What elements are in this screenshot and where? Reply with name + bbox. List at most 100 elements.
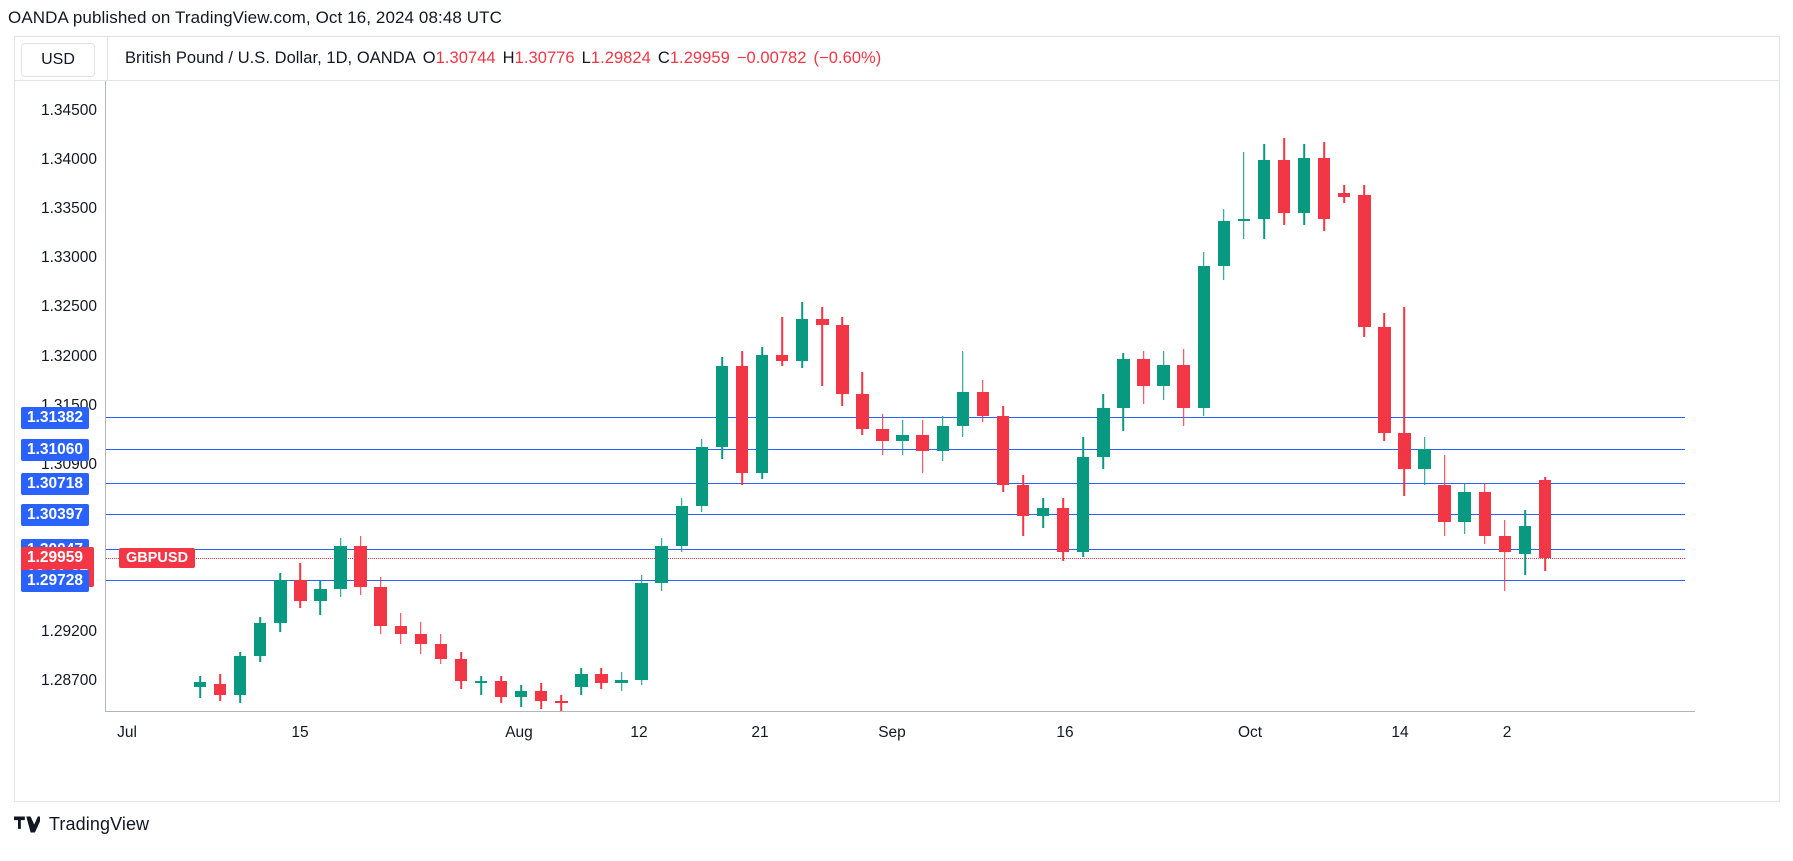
price-level-line[interactable] [105,482,1685,484]
candlestick[interactable] [535,81,548,711]
price-level-badge[interactable]: 1.30397 [21,504,90,527]
candlestick[interactable] [1498,81,1512,711]
candlestick[interactable] [294,81,307,711]
candlestick[interactable] [1016,81,1030,711]
candlestick[interactable] [976,81,990,711]
candlestick[interactable] [1257,81,1271,711]
candlestick[interactable] [1297,81,1311,711]
candlestick[interactable] [836,81,849,711]
legend-high-label: H [502,49,515,67]
candlestick[interactable] [213,81,227,711]
candlestick[interactable] [956,81,970,711]
candlestick[interactable] [715,81,729,711]
price-level-line[interactable] [105,580,1685,582]
candlestick[interactable] [374,81,387,711]
time-axis-label: Sep [878,724,906,741]
candlestick[interactable] [314,81,327,711]
candle-body [1077,457,1090,552]
candlestick[interactable] [1277,81,1291,711]
candlestick[interactable] [1378,81,1391,711]
candlestick[interactable] [1157,81,1170,711]
plot-area[interactable] [105,81,1685,711]
candle-wick [1504,520,1506,591]
candlestick[interactable] [655,81,668,711]
price-badge-value: 1.31382 [27,409,84,427]
candlestick[interactable] [494,81,508,711]
time-scale[interactable]: Jul 15 Aug 12 21 Sep 16 Oct 14 2 [15,712,1779,758]
candlestick[interactable] [735,81,749,711]
price-level-badge[interactable]: 1.31060 [21,439,90,462]
candlestick[interactable] [1538,81,1552,711]
candlestick[interactable] [996,81,1010,711]
candle-body [715,366,729,448]
candlestick[interactable] [1137,81,1150,711]
candle-body [876,429,889,442]
candlestick[interactable] [1217,81,1231,711]
candlestick[interactable] [755,81,769,711]
candlestick[interactable] [1197,81,1210,711]
price-level-line[interactable] [105,514,1685,516]
legend-underline [15,80,1779,81]
candlestick[interactable] [675,81,688,711]
currency-button[interactable]: USD [21,43,95,77]
candlestick[interactable] [1077,81,1090,711]
candlestick[interactable] [334,81,347,711]
candlestick[interactable] [394,81,407,711]
chart-legend: British Pound / U.S. Dollar, 1D, OANDA O1… [125,49,881,68]
candlestick[interactable] [1036,81,1050,711]
price-scale[interactable]: 1.34500 1.34000 1.33500 1.33000 1.32500 1.320… [15,81,105,711]
candlestick[interactable] [876,81,889,711]
price-level-line[interactable] [105,417,1685,419]
candlestick[interactable] [354,81,367,711]
candlestick[interactable] [454,81,468,711]
candlestick[interactable] [1237,81,1251,711]
price-badge-value: 1.31060 [27,441,84,459]
candle-body [896,435,909,442]
candlestick[interactable] [254,81,267,711]
candle-body [695,447,709,507]
candlestick[interactable] [1398,81,1411,711]
candlestick[interactable] [1418,81,1431,711]
time-axis-label: Oct [1237,724,1263,741]
candlestick[interactable] [514,81,528,711]
candlestick[interactable] [1338,81,1351,711]
price-level-badge[interactable]: 1.29728 [21,570,90,593]
price-level-line[interactable] [105,548,1685,550]
candlestick[interactable] [434,81,448,711]
candle-body [976,392,990,416]
candlestick[interactable] [695,81,709,711]
candlestick[interactable] [856,81,869,711]
candle-body [1317,157,1331,219]
price-level-line[interactable] [105,449,1685,451]
price-level-badge[interactable]: 1.31382 [21,407,90,430]
candlestick[interactable] [936,81,949,711]
candlestick[interactable] [1117,81,1130,711]
candlestick[interactable] [1458,81,1471,711]
candlestick[interactable] [233,81,247,711]
legend-symbol-description[interactable]: British Pound / U.S. Dollar, 1D, OANDA [125,49,416,67]
candlestick[interactable] [193,81,207,711]
candlestick[interactable] [595,81,608,711]
candlestick[interactable] [575,81,588,711]
candlestick[interactable] [1438,81,1451,711]
candlestick[interactable] [474,81,488,711]
candlestick[interactable] [916,81,929,711]
candlestick[interactable] [896,81,909,711]
candlestick[interactable] [816,81,829,711]
candlestick[interactable] [1097,81,1110,711]
candlestick[interactable] [555,81,568,711]
candlestick[interactable] [1317,81,1331,711]
candlestick[interactable] [796,81,809,711]
candlestick[interactable] [635,81,648,711]
symbol-tag[interactable]: GBPUSD [119,547,196,568]
candlestick[interactable] [775,81,789,711]
candlestick[interactable] [1478,81,1491,711]
candlestick[interactable] [1358,81,1371,711]
candlestick[interactable] [274,81,287,711]
candlestick[interactable] [615,81,628,711]
candlestick[interactable] [1177,81,1190,711]
candlestick[interactable] [1056,81,1070,711]
candlestick[interactable] [414,81,428,711]
candlestick[interactable] [1518,81,1532,711]
price-level-badge[interactable]: 1.30718 [21,472,90,495]
